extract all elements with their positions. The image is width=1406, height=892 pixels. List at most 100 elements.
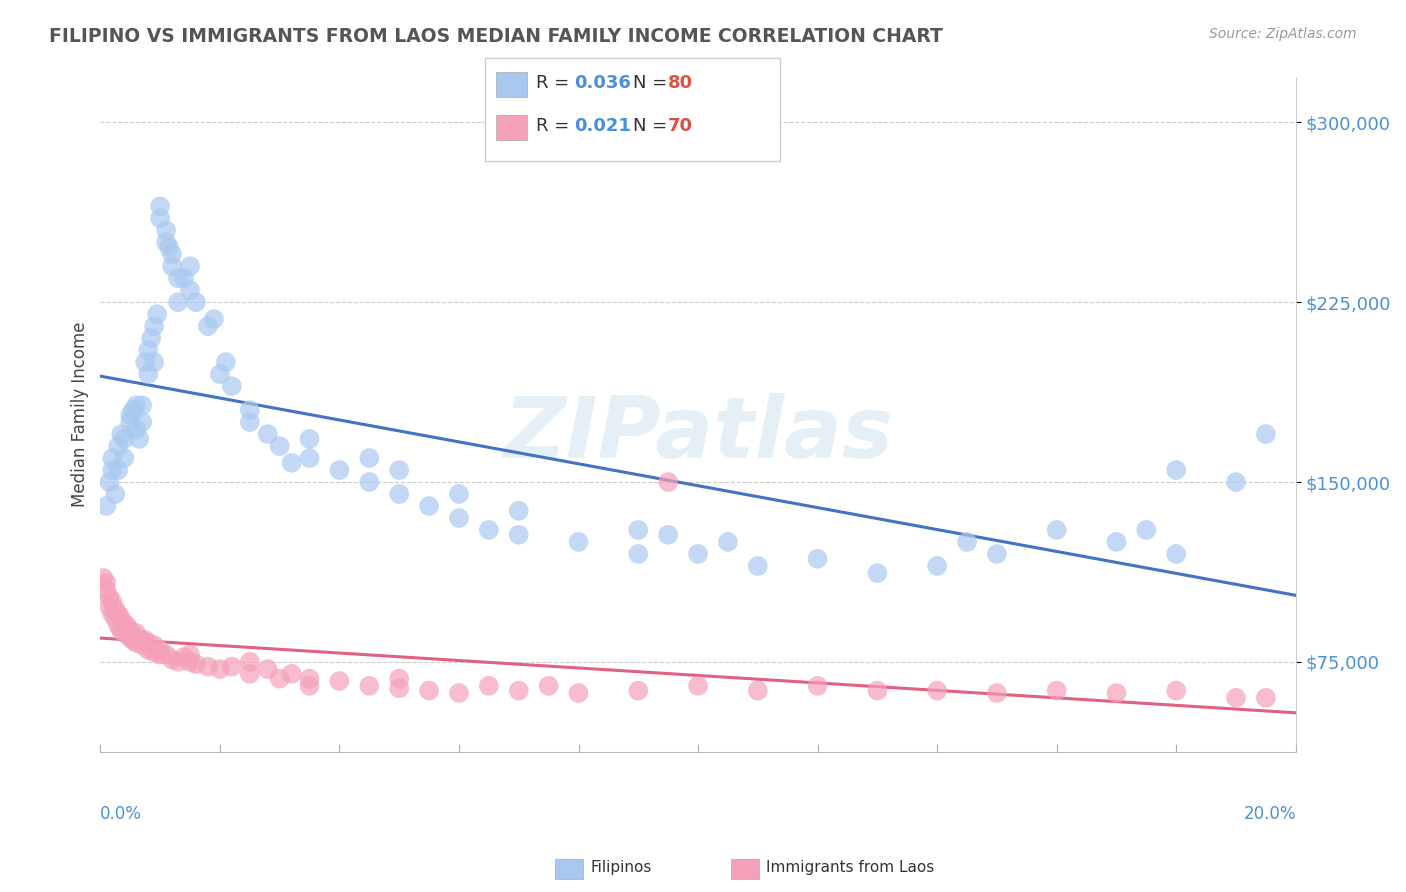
Point xyxy=(120,624,142,638)
Point xyxy=(179,259,201,273)
Point xyxy=(167,655,190,669)
Point xyxy=(136,635,159,649)
Point xyxy=(112,626,135,640)
Point xyxy=(1135,523,1157,537)
Text: 80: 80 xyxy=(668,74,693,92)
Point xyxy=(131,638,153,652)
Point xyxy=(112,616,135,631)
Point xyxy=(269,672,291,686)
Point xyxy=(359,679,381,693)
Text: Filipinos: Filipinos xyxy=(591,861,652,875)
Point xyxy=(1046,683,1069,698)
Point xyxy=(1105,535,1128,549)
Point xyxy=(208,662,231,676)
Text: R =: R = xyxy=(536,74,575,92)
Text: ZIPatlas: ZIPatlas xyxy=(503,393,893,476)
Point xyxy=(101,595,124,609)
Point xyxy=(101,463,124,477)
Point xyxy=(143,319,166,334)
Point xyxy=(122,403,145,417)
Point xyxy=(120,408,142,422)
Point xyxy=(125,398,148,412)
Point xyxy=(143,355,166,369)
Point xyxy=(388,681,411,696)
Point xyxy=(627,523,650,537)
Point xyxy=(136,343,159,358)
Point xyxy=(986,686,1008,700)
Point xyxy=(1105,686,1128,700)
Point xyxy=(155,223,177,237)
Point xyxy=(122,633,145,648)
Point xyxy=(478,679,501,693)
Point xyxy=(128,432,150,446)
Point xyxy=(927,683,949,698)
Point xyxy=(1046,523,1069,537)
Point xyxy=(1166,683,1188,698)
Point xyxy=(160,247,183,261)
Point xyxy=(184,295,207,310)
Point xyxy=(146,307,169,321)
Point xyxy=(747,558,769,573)
Point xyxy=(221,379,243,393)
Point xyxy=(627,683,650,698)
Point xyxy=(91,571,114,585)
Point xyxy=(686,679,709,693)
Point xyxy=(657,475,679,489)
Point xyxy=(1166,547,1188,561)
Point xyxy=(215,355,238,369)
Point xyxy=(107,439,129,453)
Point xyxy=(149,648,172,662)
Point xyxy=(179,655,201,669)
Point xyxy=(221,659,243,673)
Point xyxy=(136,643,159,657)
Point xyxy=(807,679,830,693)
Point xyxy=(136,367,159,381)
Point xyxy=(1254,690,1277,705)
Point xyxy=(157,240,180,254)
Point xyxy=(125,626,148,640)
Point xyxy=(96,582,118,597)
Point xyxy=(110,624,132,638)
Point xyxy=(686,547,709,561)
Point xyxy=(418,683,440,698)
Point xyxy=(508,528,530,542)
Text: R =: R = xyxy=(536,117,575,135)
Point xyxy=(101,451,124,466)
Point xyxy=(567,535,589,549)
Y-axis label: Median Family Income: Median Family Income xyxy=(72,322,89,508)
Point xyxy=(98,475,121,489)
Point xyxy=(155,648,177,662)
Point xyxy=(256,427,278,442)
Point xyxy=(101,607,124,621)
Point xyxy=(298,451,321,466)
Point xyxy=(508,504,530,518)
Point xyxy=(1225,690,1247,705)
Point xyxy=(120,415,142,429)
Point xyxy=(418,499,440,513)
Point xyxy=(866,566,889,581)
Point xyxy=(298,432,321,446)
Point xyxy=(107,463,129,477)
Point xyxy=(657,528,679,542)
Point xyxy=(104,602,127,616)
Point xyxy=(141,331,163,345)
Point xyxy=(143,638,166,652)
Point xyxy=(96,575,118,590)
Point xyxy=(280,666,302,681)
Text: N =: N = xyxy=(633,74,672,92)
Text: Immigrants from Laos: Immigrants from Laos xyxy=(766,861,935,875)
Text: 0.0%: 0.0% xyxy=(100,805,142,822)
Point xyxy=(98,590,121,604)
Point xyxy=(956,535,979,549)
Point xyxy=(155,235,177,250)
Point xyxy=(866,683,889,698)
Point xyxy=(125,635,148,649)
Point xyxy=(717,535,740,549)
Point xyxy=(117,619,139,633)
Text: Source: ZipAtlas.com: Source: ZipAtlas.com xyxy=(1209,27,1357,41)
Point xyxy=(131,415,153,429)
Point xyxy=(388,672,411,686)
Point xyxy=(167,271,190,285)
Point xyxy=(1254,427,1277,442)
Point xyxy=(107,619,129,633)
